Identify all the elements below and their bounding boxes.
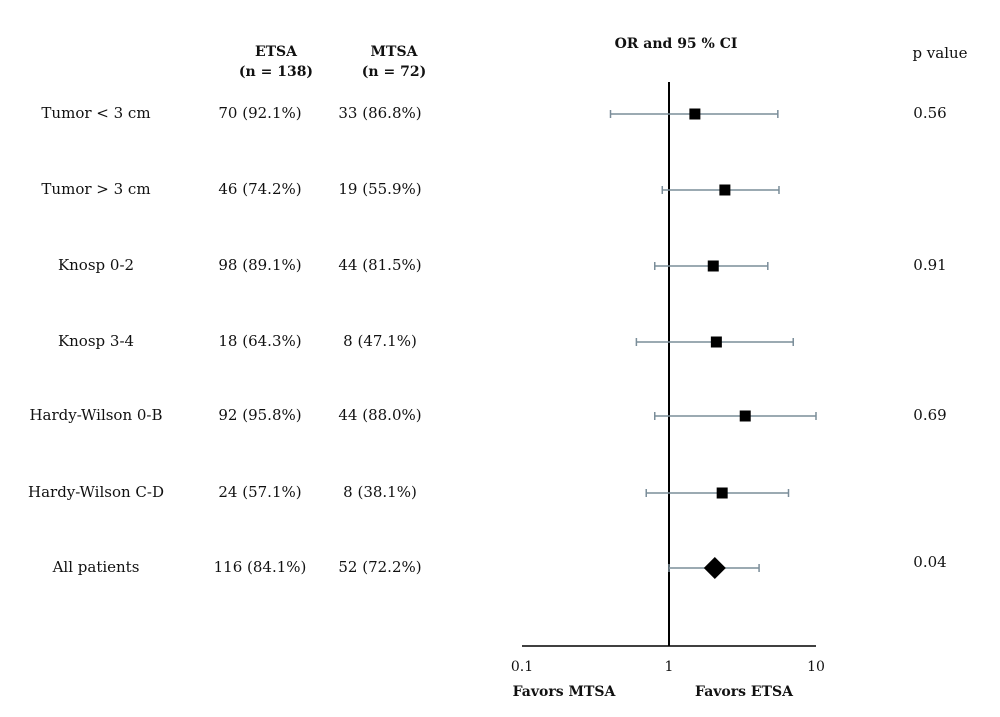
or-square-marker bbox=[716, 487, 728, 499]
mtsa-header-n: (n = 72) bbox=[361, 64, 427, 80]
etsa-header-n: (n = 138) bbox=[238, 64, 314, 80]
etsa-value: 98 (89.1%) bbox=[218, 256, 302, 274]
pooled-diamond-marker bbox=[703, 557, 726, 579]
p-value: 0.69 bbox=[913, 406, 947, 424]
or-square-marker bbox=[707, 260, 719, 272]
mtsa-value: 44 (88.0%) bbox=[338, 406, 422, 424]
row-label: Hardy-Wilson 0-B bbox=[29, 406, 163, 424]
etsa-value: 46 (74.2%) bbox=[218, 180, 302, 198]
etsa-value: 18 (64.3%) bbox=[218, 332, 302, 350]
favors-mtsa-label: Favors MTSA bbox=[512, 684, 616, 700]
etsa-header: ETSA (n = 138) bbox=[239, 42, 313, 82]
row-label: Knosp 3-4 bbox=[57, 332, 135, 350]
p-value: 0.56 bbox=[913, 104, 947, 122]
or-square-marker bbox=[719, 184, 731, 196]
row-label: Tumor < 3 cm bbox=[41, 104, 151, 122]
or-square-marker bbox=[739, 410, 751, 422]
mtsa-value: 52 (72.2%) bbox=[338, 558, 422, 576]
p-value-header: p value bbox=[912, 44, 968, 62]
etsa-header-title: ETSA bbox=[254, 44, 298, 60]
mtsa-value: 33 (86.8%) bbox=[338, 104, 422, 122]
p-value: 0.04 bbox=[913, 553, 947, 571]
row-label: Tumor > 3 cm bbox=[41, 180, 151, 198]
row-label: Hardy-Wilson C-D bbox=[28, 483, 164, 501]
mtsa-header-title: MTSA bbox=[370, 44, 418, 60]
mtsa-value: 44 (81.5%) bbox=[338, 256, 422, 274]
etsa-value: 70 (92.1%) bbox=[218, 104, 302, 122]
mtsa-value: 8 (47.1%) bbox=[343, 332, 417, 350]
or-square-marker bbox=[710, 336, 722, 348]
chart-title: OR and 95 % CI bbox=[614, 36, 738, 52]
etsa-value: 116 (84.1%) bbox=[213, 558, 307, 576]
p-value: 0.91 bbox=[913, 256, 947, 274]
etsa-value: 92 (95.8%) bbox=[218, 406, 302, 424]
etsa-value: 24 (57.1%) bbox=[218, 483, 302, 501]
mtsa-header: MTSA (n = 72) bbox=[362, 42, 426, 82]
row-label: Knosp 0-2 bbox=[57, 256, 135, 274]
x-tick-label: 10 bbox=[807, 659, 825, 675]
mtsa-value: 19 (55.9%) bbox=[338, 180, 422, 198]
mtsa-value: 8 (38.1%) bbox=[343, 483, 417, 501]
x-tick-label: 1 bbox=[665, 659, 674, 675]
x-tick-label: 0.1 bbox=[511, 659, 533, 675]
or-square-marker bbox=[689, 108, 701, 120]
row-label: All patients bbox=[52, 558, 140, 576]
favors-etsa-label: Favors ETSA bbox=[695, 684, 793, 700]
